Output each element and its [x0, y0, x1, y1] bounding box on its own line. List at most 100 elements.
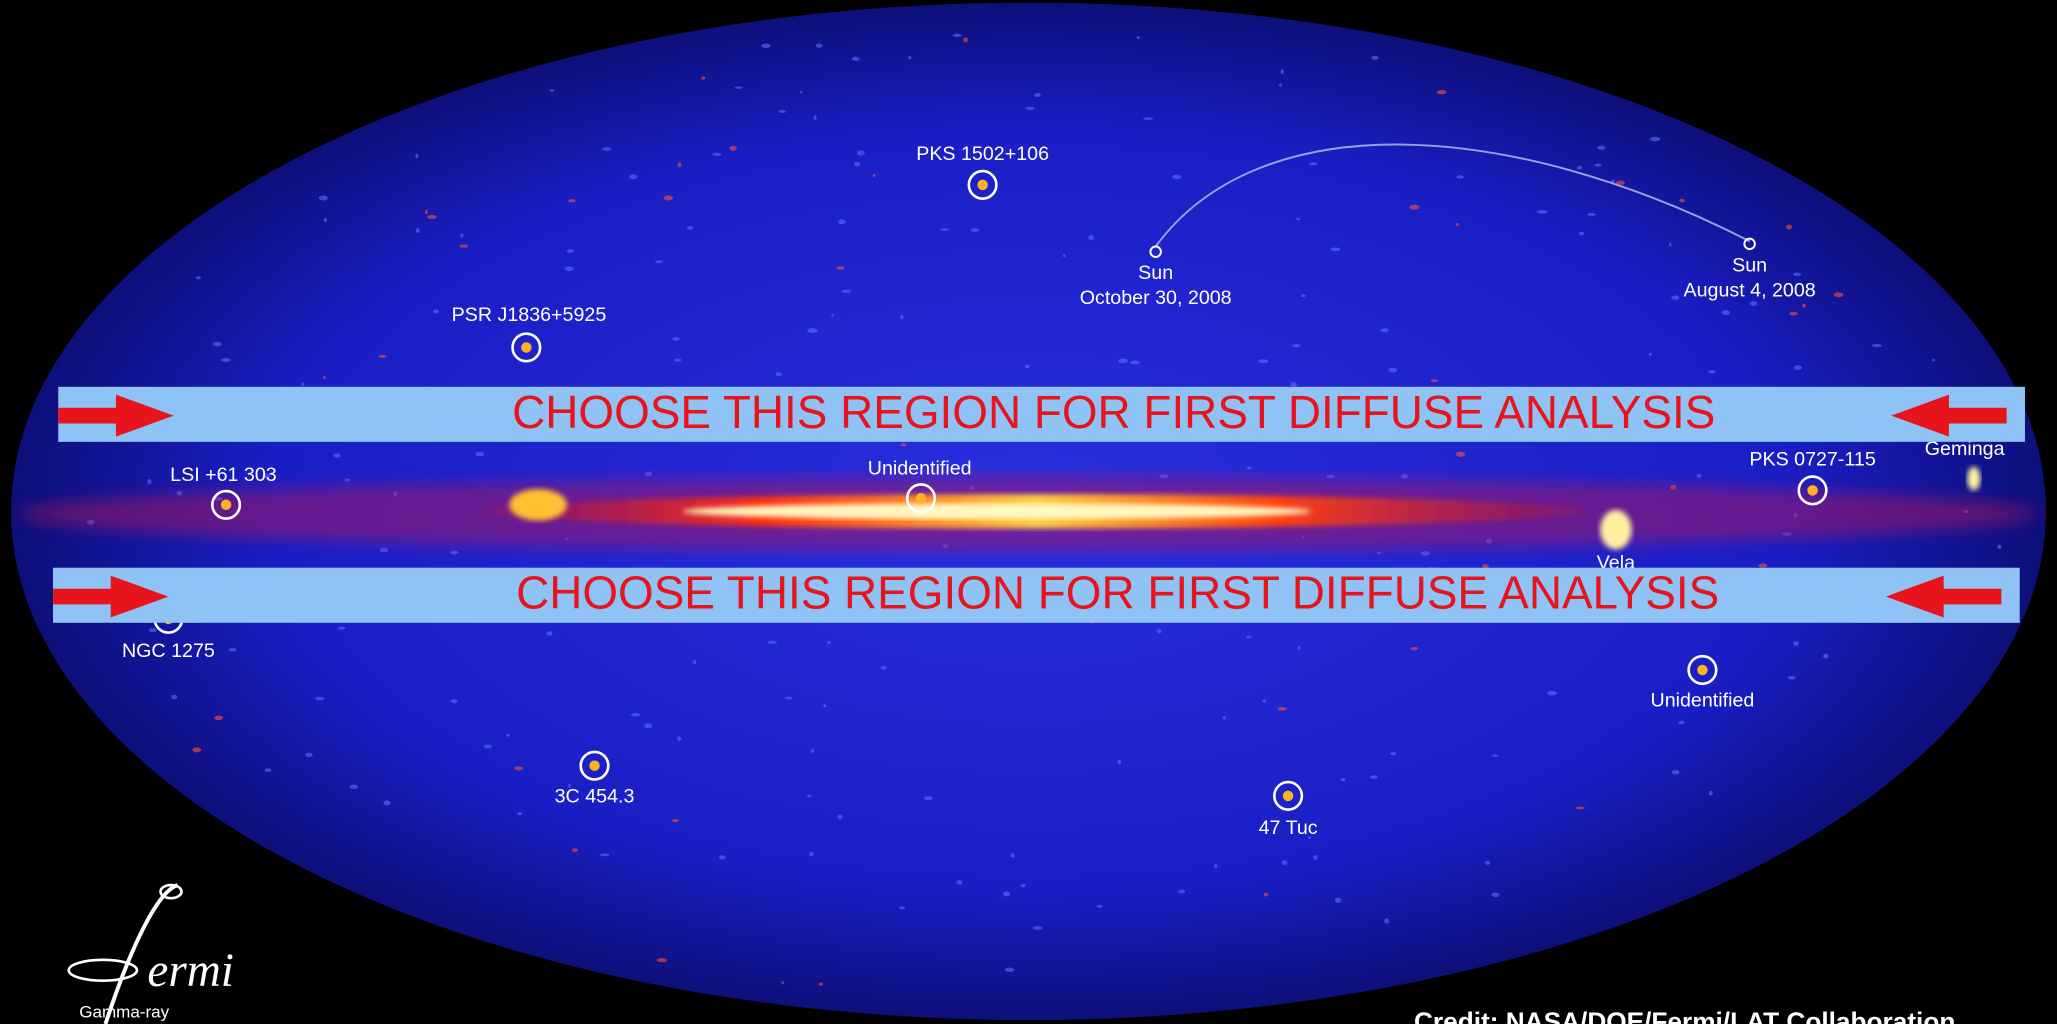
noise-speck — [1491, 754, 1499, 757]
source-label: PSR J1836+5925 — [452, 304, 607, 326]
noise-speck — [1758, 563, 1768, 568]
noise-speck — [1290, 382, 1297, 388]
noise-speck — [546, 631, 553, 636]
noise-speck — [1456, 175, 1464, 179]
noise-speck — [767, 640, 777, 644]
noise-speck — [599, 853, 610, 857]
noise-speck — [1491, 892, 1500, 898]
noise-speck — [784, 696, 793, 700]
noise-speck — [924, 796, 934, 801]
noise-speck — [1671, 295, 1680, 300]
noise-speck — [1708, 790, 1713, 796]
noise-speck — [1025, 106, 1035, 110]
banner — [58, 386, 2025, 442]
noise-speck — [1482, 563, 1489, 569]
noise-speck — [1143, 117, 1154, 121]
noise-speck — [378, 355, 387, 358]
noise-speck — [264, 768, 272, 772]
noise-speck — [1597, 145, 1606, 150]
noise-speck — [1263, 892, 1269, 897]
noise-speck — [192, 747, 202, 753]
noise-speck — [1678, 720, 1685, 725]
noise-speck — [1247, 466, 1252, 470]
noise-speck — [644, 723, 653, 729]
noise-speck — [1096, 904, 1103, 908]
noise-speck — [1430, 379, 1439, 382]
noise-speck — [1421, 551, 1430, 556]
noise-speck — [1020, 883, 1026, 888]
noise-speck — [1436, 89, 1447, 95]
noise-speck — [1313, 855, 1318, 861]
logo-name: ermi — [147, 945, 234, 997]
noise-speck — [505, 733, 510, 737]
source-label: 47 Tuc — [1259, 817, 1318, 839]
noise-speck — [1721, 310, 1730, 316]
noise-speck — [1409, 204, 1420, 210]
noise-speck — [1537, 210, 1548, 214]
banner — [53, 567, 2020, 623]
noise-speck — [952, 33, 962, 37]
noise-speck — [475, 451, 485, 457]
noise-speck — [856, 150, 865, 156]
noise-speck — [333, 453, 341, 458]
noise-speck — [1156, 628, 1162, 634]
source-label: 3C 454.3 — [555, 785, 635, 807]
noise-speck — [818, 982, 823, 986]
noise-speck — [171, 694, 178, 700]
noise-speck — [1300, 294, 1306, 298]
noise-speck — [602, 147, 612, 151]
noise-speck — [450, 550, 459, 555]
noise-speck — [956, 880, 963, 885]
noise-speck — [568, 783, 571, 788]
noise-speck — [970, 228, 980, 232]
noise-speck — [427, 214, 437, 220]
sun-marker — [1743, 237, 1756, 251]
noise-speck — [940, 228, 950, 231]
noise-speck — [815, 43, 823, 48]
noise-speck — [148, 627, 157, 633]
source-ring — [211, 489, 242, 520]
noise-speck — [836, 266, 845, 270]
noise-speck — [1010, 853, 1015, 858]
noise-speck — [1823, 653, 1829, 659]
arrow-left — [1891, 394, 2007, 437]
noise-speck — [415, 228, 420, 233]
noise-speck — [564, 266, 574, 272]
noise-speck — [1576, 165, 1583, 170]
noise-speck — [963, 37, 968, 43]
noise-speck — [1679, 198, 1685, 203]
sun-label: October 30, 2008 — [1080, 287, 1232, 309]
source-ring — [905, 483, 937, 514]
noise-speck — [1578, 231, 1585, 236]
noise-speck — [349, 784, 359, 790]
noise-speck — [1932, 358, 1936, 362]
noise-speck — [831, 314, 835, 317]
noise-speck — [1309, 162, 1318, 166]
noise-speck — [663, 195, 674, 201]
noise-speck — [1997, 544, 2002, 549]
noise-speck — [1485, 860, 1491, 865]
source-label: Unidentified — [868, 458, 972, 480]
sun-label: Sun — [1138, 262, 1173, 284]
noise-speck — [1871, 343, 1883, 348]
noise-speck — [514, 766, 524, 771]
noise-speck — [810, 749, 815, 753]
source-ring — [967, 169, 998, 200]
noise-speck — [1280, 69, 1284, 75]
noise-speck — [872, 173, 876, 177]
banner-text: CHOOSE THIS REGION FOR FIRST DIFFUSE ANA… — [512, 386, 1715, 438]
noise-speck — [823, 704, 827, 708]
noise-speck — [778, 110, 787, 113]
source-glow — [1807, 485, 1818, 496]
noise-speck — [301, 382, 305, 386]
source-ring — [579, 750, 610, 781]
noise-speck — [841, 289, 851, 293]
noise-speck — [1787, 675, 1796, 680]
noise-speck — [1034, 92, 1041, 98]
noise-speck — [1004, 967, 1015, 972]
noise-speck — [517, 812, 523, 816]
source-ring — [1273, 780, 1304, 811]
noise-speck — [761, 43, 771, 49]
